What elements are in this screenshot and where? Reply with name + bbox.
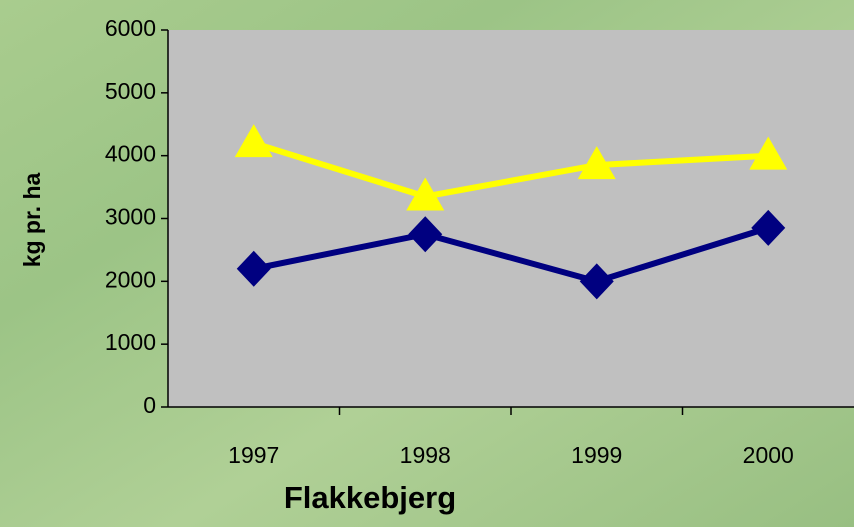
y-tick-label: 3000 [105, 204, 156, 230]
x-tick-label: 1997 [228, 442, 279, 468]
plot-area [168, 30, 854, 407]
y-tick-label: 2000 [105, 266, 156, 292]
x-tick-label: 1998 [400, 442, 451, 468]
x-tick-label: 1999 [571, 442, 622, 468]
y-tick-label: 6000 [105, 15, 156, 41]
series-line [253, 225, 770, 285]
marker [236, 250, 271, 287]
y-tick-label: 0 [143, 392, 156, 418]
marker [749, 136, 788, 170]
x-tick-label: 2000 [743, 442, 794, 468]
x-axis-label: Flakkebjerg [284, 480, 456, 515]
marker [577, 146, 616, 180]
marker [579, 263, 614, 300]
y-tick-label: 4000 [105, 141, 156, 167]
marker [234, 124, 273, 158]
marker [408, 216, 443, 253]
series-line [252, 140, 769, 200]
marker [751, 209, 786, 246]
y-axis-label: kg pr. ha [19, 173, 45, 268]
y-tick-label: 1000 [105, 329, 156, 355]
y-tick-label: 5000 [105, 78, 156, 104]
marker [406, 177, 445, 211]
